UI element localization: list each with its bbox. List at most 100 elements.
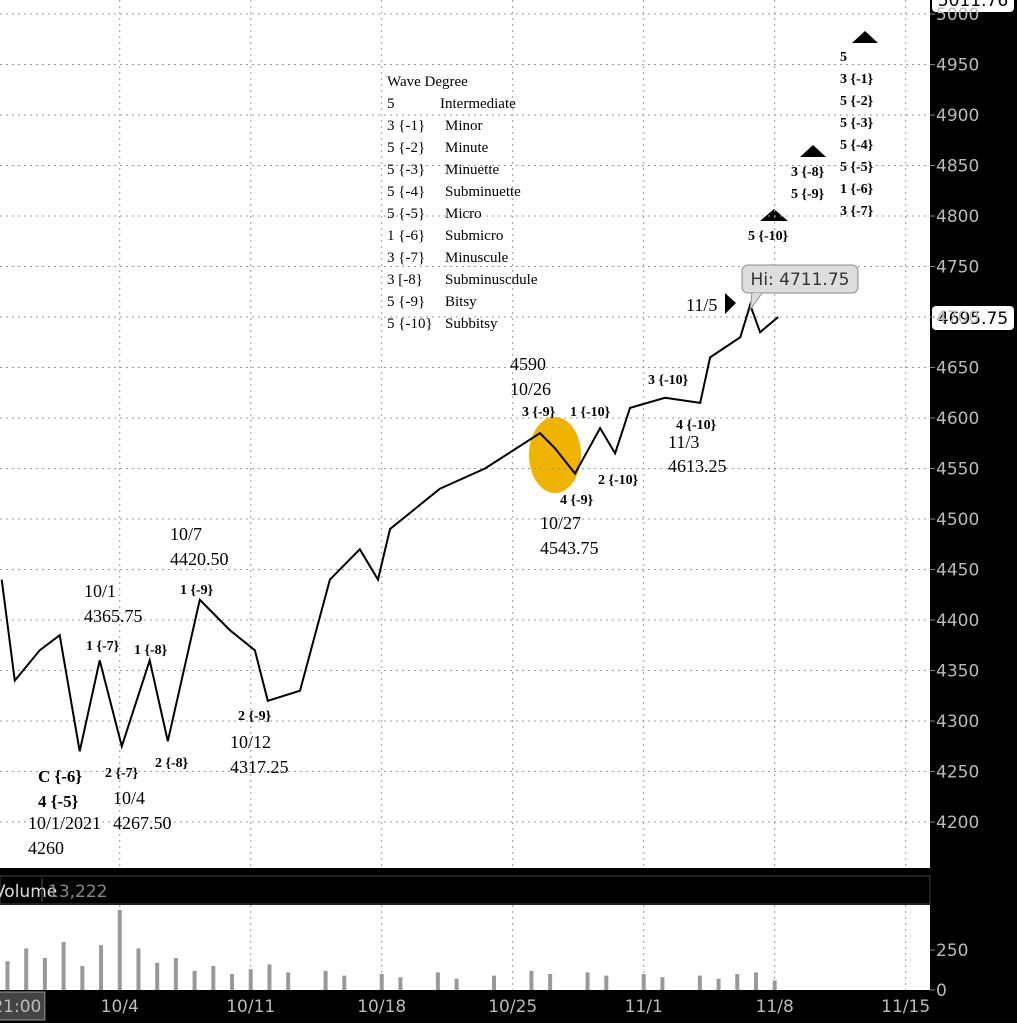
x-tick-box bbox=[0, 991, 46, 1021]
y-tick-label: 4450 bbox=[936, 561, 979, 581]
volume-bar bbox=[248, 969, 253, 990]
highlight-ellipse bbox=[529, 417, 581, 493]
volume-bar bbox=[173, 957, 178, 990]
annotation: 5 {-9} bbox=[791, 187, 825, 202]
annotation: 2 {-10} bbox=[598, 473, 639, 488]
annotation: 5 {-5} bbox=[840, 160, 874, 175]
annotation: 5 bbox=[840, 50, 847, 65]
volume-bar bbox=[379, 973, 384, 990]
y-tick-label: 4900 bbox=[936, 106, 979, 126]
y-tick-label: 4650 bbox=[936, 359, 979, 379]
y-tick-label: 4400 bbox=[936, 611, 979, 631]
volume-bar bbox=[435, 972, 440, 990]
x-tick-label: 10/11 bbox=[226, 997, 275, 1017]
marker-triangle bbox=[800, 145, 826, 157]
y-tick-label: 4700 bbox=[936, 308, 979, 328]
volume-bar bbox=[492, 975, 497, 990]
y-tick-label: 5000 bbox=[936, 5, 979, 25]
x-tick-label: 10/25 bbox=[488, 997, 537, 1017]
annotation: 2 {-7} bbox=[105, 766, 139, 781]
x-tick-label: 11/1 bbox=[625, 997, 663, 1017]
legend-code: 5 {-9} bbox=[387, 294, 425, 310]
annotation: 2 {-9} bbox=[238, 709, 272, 724]
legend-code: 3 {-7} bbox=[387, 250, 425, 266]
volume-header bbox=[0, 875, 931, 905]
marker-triangle bbox=[760, 209, 788, 221]
legend-code: 5 {-5} bbox=[387, 206, 425, 222]
volume-bar bbox=[772, 980, 777, 990]
legend-degree: Subminuette bbox=[445, 184, 521, 200]
volume-bar bbox=[398, 977, 403, 990]
volume-bar bbox=[454, 978, 459, 990]
y-tick-label: 4250 bbox=[936, 763, 979, 783]
annotation: 1 {-8} bbox=[134, 643, 168, 658]
volume-bar bbox=[80, 965, 85, 990]
annotation: 3 {-9} bbox=[522, 405, 556, 420]
volume-bar bbox=[735, 973, 740, 990]
annotation: 3 {-7} bbox=[840, 204, 874, 219]
annotation: 5 {-10} bbox=[748, 229, 789, 244]
annotation: 3 {-8} bbox=[791, 165, 825, 180]
volume-bar bbox=[660, 977, 665, 990]
hi-pointer bbox=[749, 292, 763, 311]
annotation: 4543.75 bbox=[540, 538, 599, 558]
legend-degree: Subminuscdule bbox=[445, 272, 538, 288]
x-tick-label: 11/8 bbox=[756, 997, 794, 1017]
legend-title: Wave Degree bbox=[387, 74, 468, 90]
annotation: 4 {-5} bbox=[38, 792, 79, 811]
annotation: 10/4 bbox=[113, 788, 145, 808]
annotation: 1 {-7} bbox=[86, 639, 120, 654]
y-tick-label: 4800 bbox=[936, 207, 979, 227]
legend-degree: Submicro bbox=[445, 228, 503, 244]
legend-code: 5 {-2} bbox=[387, 140, 425, 156]
annotation: 10/27 bbox=[540, 513, 581, 533]
last-price-label: 4695.75 bbox=[938, 309, 1008, 329]
y-tick-label: 4550 bbox=[936, 460, 979, 480]
y-tick-label: 4500 bbox=[936, 510, 979, 530]
legend-code: 5 {-10} bbox=[387, 316, 433, 332]
volume-title: Volume bbox=[0, 882, 57, 902]
volume-bar bbox=[342, 975, 347, 990]
annotation: 10/7 bbox=[170, 524, 202, 544]
hi-bubble bbox=[741, 264, 859, 294]
annotation: 3 {-10} bbox=[648, 373, 689, 388]
annotation: 10/1/2021 bbox=[28, 813, 101, 833]
top-price-label: 5011.76 bbox=[938, 0, 1008, 11]
volume-bar bbox=[42, 957, 47, 990]
annotation: 1 {-10} bbox=[570, 405, 611, 420]
annotation: 11/5 bbox=[686, 295, 717, 315]
volume-bar bbox=[117, 909, 122, 990]
annotation: 4590 bbox=[510, 354, 546, 374]
volume-bar bbox=[716, 978, 721, 990]
annotation: 2 {-8} bbox=[155, 756, 189, 771]
x-tick-label: 21:00 bbox=[0, 997, 41, 1017]
y-tick-label: 4950 bbox=[936, 56, 979, 76]
volume-bar bbox=[61, 941, 66, 990]
annotation: 4317.25 bbox=[230, 757, 289, 777]
volume-bar bbox=[641, 973, 646, 990]
annotation: 10/26 bbox=[510, 379, 551, 399]
legend-degree: Bitsy bbox=[445, 294, 477, 310]
legend-code: 1 {-6} bbox=[387, 228, 425, 244]
volume-bar bbox=[99, 945, 104, 990]
annotation: 1 {-9} bbox=[180, 583, 214, 598]
annotation: 4 {-9} bbox=[560, 493, 594, 508]
x-tick-label: 10/18 bbox=[357, 997, 406, 1017]
annotation: 10/12 bbox=[230, 732, 271, 752]
annotation: 5 {-3} bbox=[840, 116, 874, 131]
legend-degree: Micro bbox=[445, 206, 482, 222]
annotation: 4260 bbox=[28, 838, 64, 858]
legend-code: 5 {-4} bbox=[387, 184, 425, 200]
legend-degree: Minuscule bbox=[445, 250, 509, 266]
annotation: 4365.75 bbox=[84, 606, 143, 626]
volume-bar bbox=[136, 948, 141, 990]
legend-degree: Minute bbox=[445, 140, 489, 156]
annotation: 11/3 bbox=[668, 432, 699, 452]
marker-triangle bbox=[725, 293, 736, 314]
volume-bar bbox=[548, 973, 553, 990]
y-tick-label: 4850 bbox=[936, 157, 979, 177]
legend-degree: Subbitsy bbox=[445, 316, 498, 332]
volume-bar bbox=[24, 948, 29, 990]
annotation: 4613.25 bbox=[668, 456, 727, 476]
